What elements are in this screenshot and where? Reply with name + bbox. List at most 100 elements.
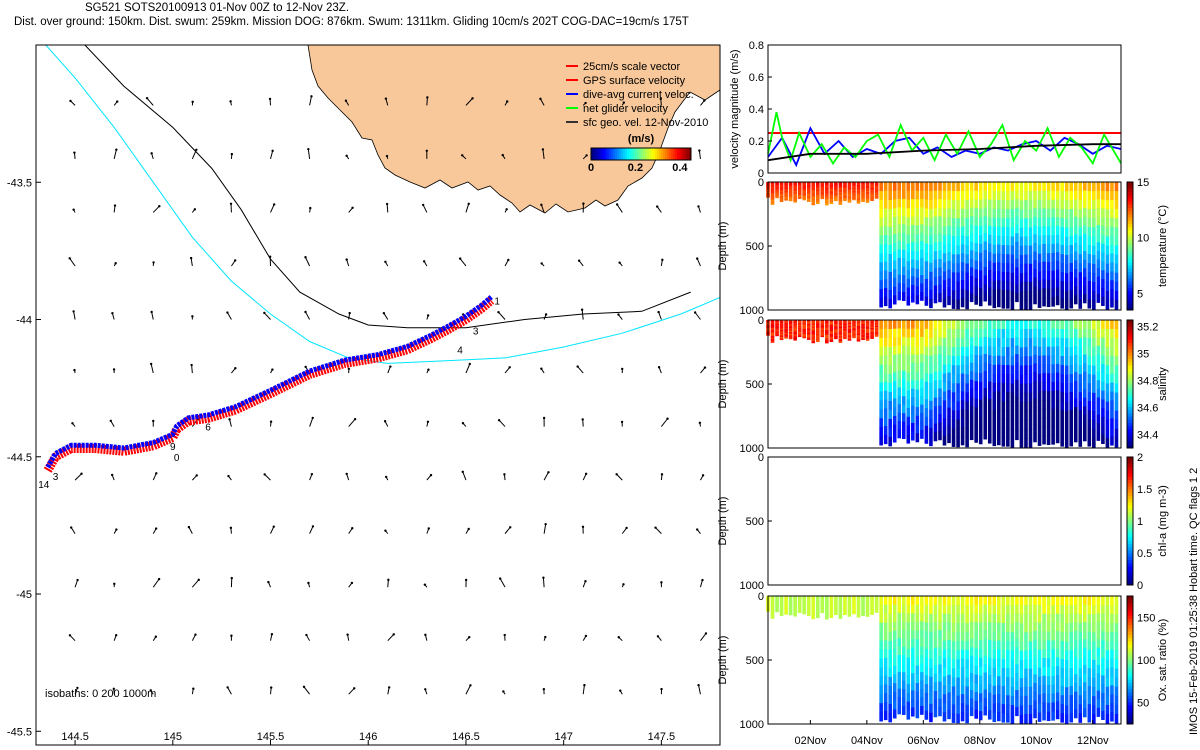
section-profile-cell (843, 613, 847, 616)
section-profile-cell (1051, 390, 1055, 401)
section-profile-cell (1060, 668, 1064, 678)
section-profile-cell (983, 396, 988, 406)
section-profile-cell (1110, 427, 1114, 437)
section-profile-cell (929, 685, 933, 696)
section-profile-cell (815, 200, 820, 203)
section-profile-cell (865, 193, 870, 196)
section-profile-cell (847, 598, 852, 601)
section-profile-cell (802, 607, 807, 610)
section-profile-cell (775, 330, 779, 332)
section-colorbar-cell (1127, 444, 1133, 449)
section-profile-cell (947, 398, 951, 409)
section-profile-cell (843, 322, 847, 325)
section-profile-cell (865, 333, 870, 335)
section-profile-cell (1024, 677, 1028, 688)
section-profile-cell (911, 242, 915, 252)
section-profile-cell (1114, 338, 1119, 348)
section-profile-cell (947, 657, 951, 667)
legend-entry: dive-avg current veloc. (583, 89, 694, 101)
section-profile-cell (879, 364, 883, 375)
section-colorbar-cell (1127, 300, 1133, 305)
section-profile-cell (992, 253, 997, 264)
section-profile-cell (901, 430, 906, 439)
section-profile-cell (965, 236, 969, 246)
section-profile-cell (920, 291, 924, 301)
section-profile-cell (997, 604, 1001, 615)
section-profile-cell (942, 436, 947, 446)
section-profile-cell (929, 676, 933, 687)
section-profile-cell (956, 218, 960, 228)
section-profile-cell (1073, 372, 1078, 382)
section-profile-cell (879, 208, 883, 219)
section-profile-cell (974, 190, 978, 200)
section-profile-cell (852, 192, 856, 194)
section-profile-cell (1069, 659, 1074, 669)
section-profile-cell (1069, 200, 1074, 210)
section-profile-cell (1092, 687, 1096, 697)
section-profile-cell (974, 260, 978, 270)
section-profile-cell (874, 182, 879, 184)
section-profile-cell (1033, 320, 1037, 330)
section-profile-cell (861, 186, 865, 189)
section-profile-cell (1015, 698, 1019, 708)
section-profile-cell (847, 327, 852, 330)
current-vector-head (508, 366, 511, 369)
section-profile-cell (1033, 354, 1037, 364)
section-profile-cell (852, 185, 856, 188)
section-profile-cell (924, 408, 929, 418)
section-profile-cell (1110, 320, 1114, 330)
section-profile-cell (1060, 200, 1064, 210)
section-profile-cell (938, 362, 942, 372)
section-profile-cell (802, 330, 807, 332)
section-profile-cell (834, 612, 838, 614)
section-profile-cell (1069, 338, 1074, 348)
section-profile-cell (1114, 263, 1119, 274)
section-profile-cell (770, 610, 775, 613)
section-profile-cell (951, 596, 956, 606)
section-profile-cell (1051, 328, 1055, 339)
section-colorbar-cell (1127, 460, 1133, 464)
section-profile-cell (1033, 622, 1037, 632)
section-profile-cell (947, 190, 951, 200)
section-profile-cell (1010, 329, 1015, 339)
section-profile-cell (942, 337, 947, 348)
section-profile-cell (992, 190, 997, 201)
section-profile-cell (924, 261, 929, 271)
section-profile-cell (770, 185, 775, 188)
section-profile-cell (802, 606, 807, 608)
section-y-tick-label: 500 (746, 241, 764, 253)
section-profile-cell (861, 610, 865, 612)
section-profile-cell (1028, 677, 1033, 688)
section-profile-cell (1064, 438, 1069, 449)
section-profile-cell (811, 190, 816, 193)
section-colorbar-cell (1127, 543, 1133, 548)
section-profile-cell (775, 334, 779, 337)
section-profile-cell (793, 200, 797, 203)
section-profile-cell (1024, 227, 1028, 237)
section-profile-cell (974, 665, 978, 676)
section-profile-cell (947, 604, 951, 614)
section-profile-cell (865, 184, 870, 187)
section-profile-cell (874, 608, 879, 611)
section-profile-cell (897, 378, 902, 388)
velocity-y-tick-label: 0.2 (749, 136, 764, 148)
current-vector-head (542, 687, 546, 691)
section-profile-cell (811, 328, 816, 331)
section-profile-cell (911, 405, 915, 415)
section-profile-cell (843, 187, 847, 190)
section-profile-cell (906, 328, 911, 338)
section-profile-cell (1037, 649, 1042, 660)
section-profile-cell (825, 338, 829, 341)
section-profile-cell (924, 337, 929, 347)
section-profile-cell (933, 613, 938, 623)
section-profile-cell (1114, 227, 1119, 237)
section-profile-cell (933, 182, 938, 192)
section-profile-cell (1114, 200, 1119, 210)
section-profile-cell (915, 700, 920, 710)
section-profile-cell (825, 183, 829, 186)
section-profile-cell (788, 194, 793, 196)
current-vector-head (577, 259, 581, 262)
section-colorbar-cell (1127, 294, 1133, 298)
section-colorbar-cell (1127, 252, 1133, 257)
section-profile-cell (815, 323, 820, 326)
